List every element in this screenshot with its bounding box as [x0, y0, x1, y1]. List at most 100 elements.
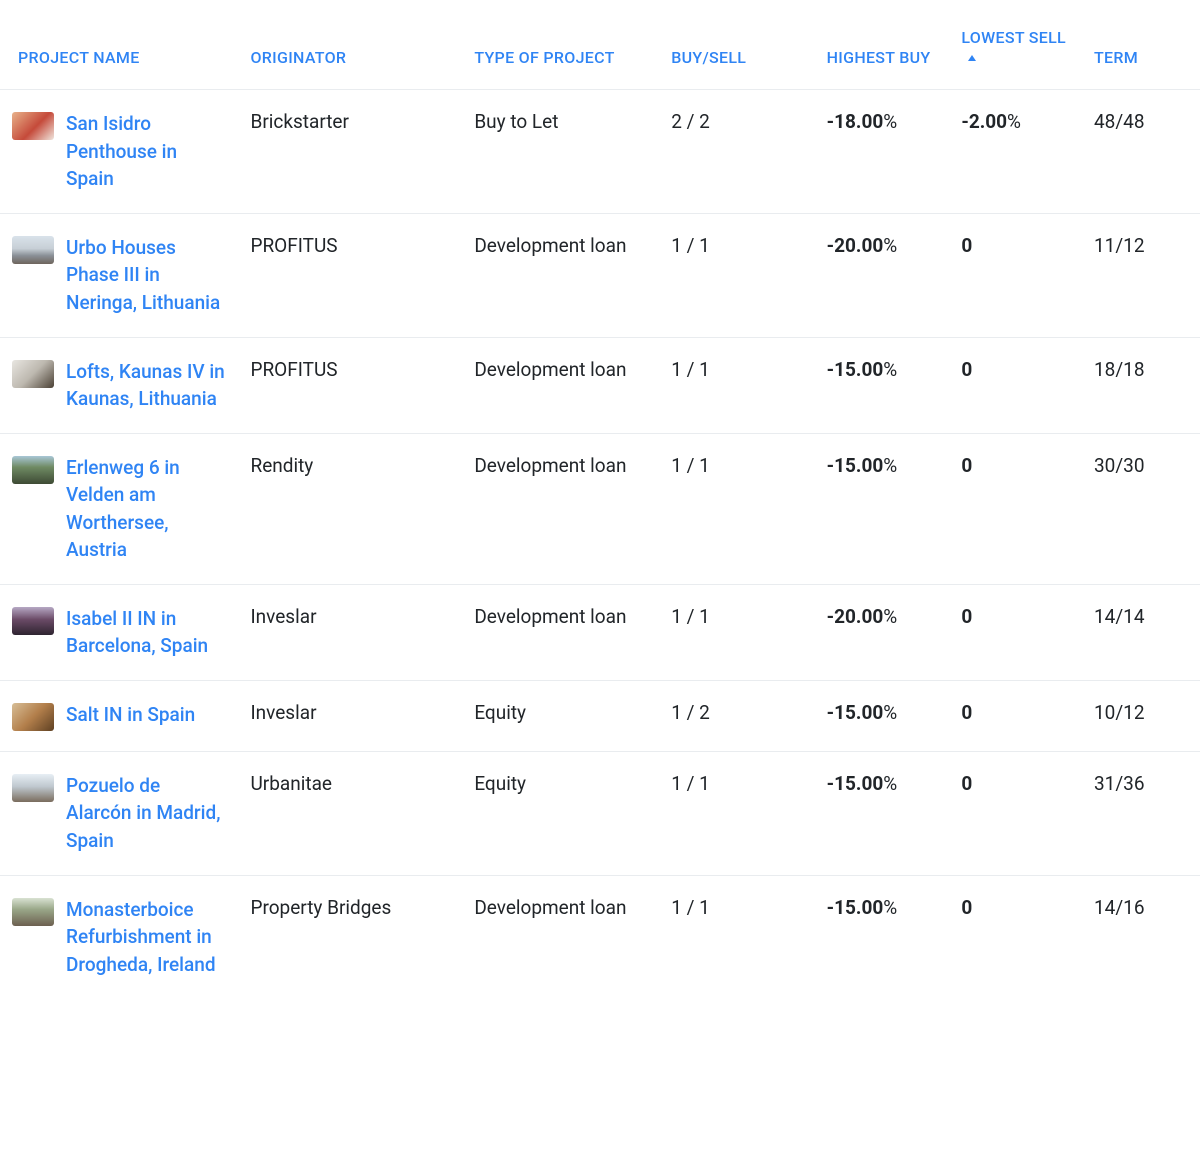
highest-buy-value: -15.00: [827, 896, 884, 919]
cell-project: Lofts, Kaunas IV in Kaunas, Lithuania: [0, 337, 242, 433]
project-thumbnail[interactable]: [12, 236, 54, 264]
table-row: Monasterboice Refurbishment in Drogheda,…: [0, 875, 1200, 998]
col-header-lowest-sell[interactable]: LOWEST SELL: [953, 0, 1086, 90]
table-row: Erlenweg 6 in Velden am Worthersee, Aust…: [0, 433, 1200, 584]
cell-lowest-sell: 0: [953, 875, 1086, 998]
cell-term: 10/12: [1086, 680, 1200, 751]
cell-term: 14/16: [1086, 875, 1200, 998]
col-header-term[interactable]: TERM: [1086, 0, 1200, 90]
cell-buy-sell: 1 / 1: [663, 433, 818, 584]
cell-highest-buy: -15.00%: [819, 680, 954, 751]
cell-originator: Urbanitae: [242, 751, 466, 875]
lowest-sell-value: 0: [961, 605, 972, 628]
highest-buy-suffix: %: [883, 234, 897, 257]
cell-highest-buy: -15.00%: [819, 433, 954, 584]
col-header-buy-sell[interactable]: BUY/SELL: [663, 0, 818, 90]
table-row: Pozuelo de Alarcón in Madrid, SpainUrban…: [0, 751, 1200, 875]
lowest-sell-value: 0: [961, 358, 972, 381]
cell-type: Development loan: [466, 213, 663, 337]
lowest-sell-suffix: %: [1007, 110, 1021, 133]
cell-lowest-sell: -2.00%: [953, 90, 1086, 214]
project-thumbnail[interactable]: [12, 774, 54, 802]
cell-type: Development loan: [466, 875, 663, 998]
cell-project: San Isidro Penthouse in Spain: [0, 90, 242, 214]
cell-lowest-sell: 0: [953, 751, 1086, 875]
cell-buy-sell: 1 / 1: [663, 875, 818, 998]
col-header-project-name[interactable]: PROJECT NAME: [0, 0, 242, 90]
project-thumbnail[interactable]: [12, 456, 54, 484]
cell-originator: PROFITUS: [242, 213, 466, 337]
project-link[interactable]: San Isidro Penthouse in Spain: [66, 110, 226, 193]
cell-buy-sell: 1 / 1: [663, 337, 818, 433]
cell-term: 31/36: [1086, 751, 1200, 875]
cell-term: 18/18: [1086, 337, 1200, 433]
table-header-row: PROJECT NAME ORIGINATOR TYPE OF PROJECT …: [0, 0, 1200, 90]
project-link[interactable]: Monasterboice Refurbishment in Drogheda,…: [66, 896, 226, 979]
cell-buy-sell: 2 / 2: [663, 90, 818, 214]
cell-term: 30/30: [1086, 433, 1200, 584]
highest-buy-value: -15.00: [827, 454, 884, 477]
lowest-sell-value: 0: [961, 454, 972, 477]
cell-lowest-sell: 0: [953, 213, 1086, 337]
cell-type: Development loan: [466, 433, 663, 584]
cell-originator: Inveslar: [242, 680, 466, 751]
highest-buy-suffix: %: [883, 358, 897, 381]
col-header-highest-buy[interactable]: HIGHEST BUY: [819, 0, 954, 90]
cell-buy-sell: 1 / 1: [663, 213, 818, 337]
cell-project: Isabel II IN in Barcelona, Spain: [0, 584, 242, 680]
cell-lowest-sell: 0: [953, 337, 1086, 433]
table-row: Lofts, Kaunas IV in Kaunas, Lithuania PRO…: [0, 337, 1200, 433]
cell-term: 48/48: [1086, 90, 1200, 214]
cell-highest-buy: -20.00%: [819, 213, 954, 337]
table-row: Isabel II IN in Barcelona, Spain Inveslar…: [0, 584, 1200, 680]
project-link[interactable]: Lofts, Kaunas IV in Kaunas, Lithuania: [66, 358, 226, 413]
highest-buy-suffix: %: [883, 896, 897, 919]
project-link[interactable]: Erlenweg 6 in Velden am Worthersee, Aust…: [66, 454, 226, 564]
cell-project: Monasterboice Refurbishment in Drogheda,…: [0, 875, 242, 998]
project-thumbnail[interactable]: [12, 112, 54, 140]
cell-buy-sell: 1 / 2: [663, 680, 818, 751]
cell-type: Development loan: [466, 337, 663, 433]
highest-buy-suffix: %: [883, 772, 897, 795]
cell-type: Equity: [466, 680, 663, 751]
cell-highest-buy: -20.00%: [819, 584, 954, 680]
lowest-sell-value: -2.00: [961, 110, 1007, 133]
highest-buy-value: -18.00: [827, 110, 884, 133]
cell-lowest-sell: 0: [953, 584, 1086, 680]
lowest-sell-value: 0: [961, 896, 972, 919]
table-row: San Isidro Penthouse in SpainBrickstarte…: [0, 90, 1200, 214]
col-header-lowest-sell-label: LOWEST SELL: [961, 28, 1066, 47]
cell-originator: Property Bridges: [242, 875, 466, 998]
table-row: Urbo Houses Phase III in Neringa, Lithua…: [0, 213, 1200, 337]
cell-type: Development loan: [466, 584, 663, 680]
cell-highest-buy: -18.00%: [819, 90, 954, 214]
lowest-sell-value: 0: [961, 772, 972, 795]
table-row: Salt IN in Spain InveslarEquity1 / 2-15.0…: [0, 680, 1200, 751]
project-thumbnail[interactable]: [12, 703, 54, 731]
project-link[interactable]: Salt IN in Spain: [66, 701, 195, 729]
cell-project: Pozuelo de Alarcón in Madrid, Spain: [0, 751, 242, 875]
col-header-type[interactable]: TYPE OF PROJECT: [466, 0, 663, 90]
project-thumbnail[interactable]: [12, 898, 54, 926]
project-link[interactable]: Urbo Houses Phase III in Neringa, Lithua…: [66, 234, 226, 317]
highest-buy-suffix: %: [883, 701, 897, 724]
cell-originator: Inveslar: [242, 584, 466, 680]
cell-lowest-sell: 0: [953, 680, 1086, 751]
cell-originator: PROFITUS: [242, 337, 466, 433]
cell-project: Salt IN in Spain: [0, 680, 242, 751]
highest-buy-value: -20.00: [827, 605, 884, 628]
highest-buy-suffix: %: [883, 605, 897, 628]
project-thumbnail[interactable]: [12, 607, 54, 635]
projects-table: PROJECT NAME ORIGINATOR TYPE OF PROJECT …: [0, 0, 1200, 998]
project-link[interactable]: Isabel II IN in Barcelona, Spain: [66, 605, 226, 660]
cell-highest-buy: -15.00%: [819, 875, 954, 998]
highest-buy-value: -15.00: [827, 358, 884, 381]
col-header-originator[interactable]: ORIGINATOR: [242, 0, 466, 90]
cell-term: 11/12: [1086, 213, 1200, 337]
sort-asc-icon: [967, 48, 977, 67]
cell-highest-buy: -15.00%: [819, 751, 954, 875]
project-link[interactable]: Pozuelo de Alarcón in Madrid, Spain: [66, 772, 226, 855]
cell-type: Equity: [466, 751, 663, 875]
cell-originator: Rendity: [242, 433, 466, 584]
project-thumbnail[interactable]: [12, 360, 54, 388]
